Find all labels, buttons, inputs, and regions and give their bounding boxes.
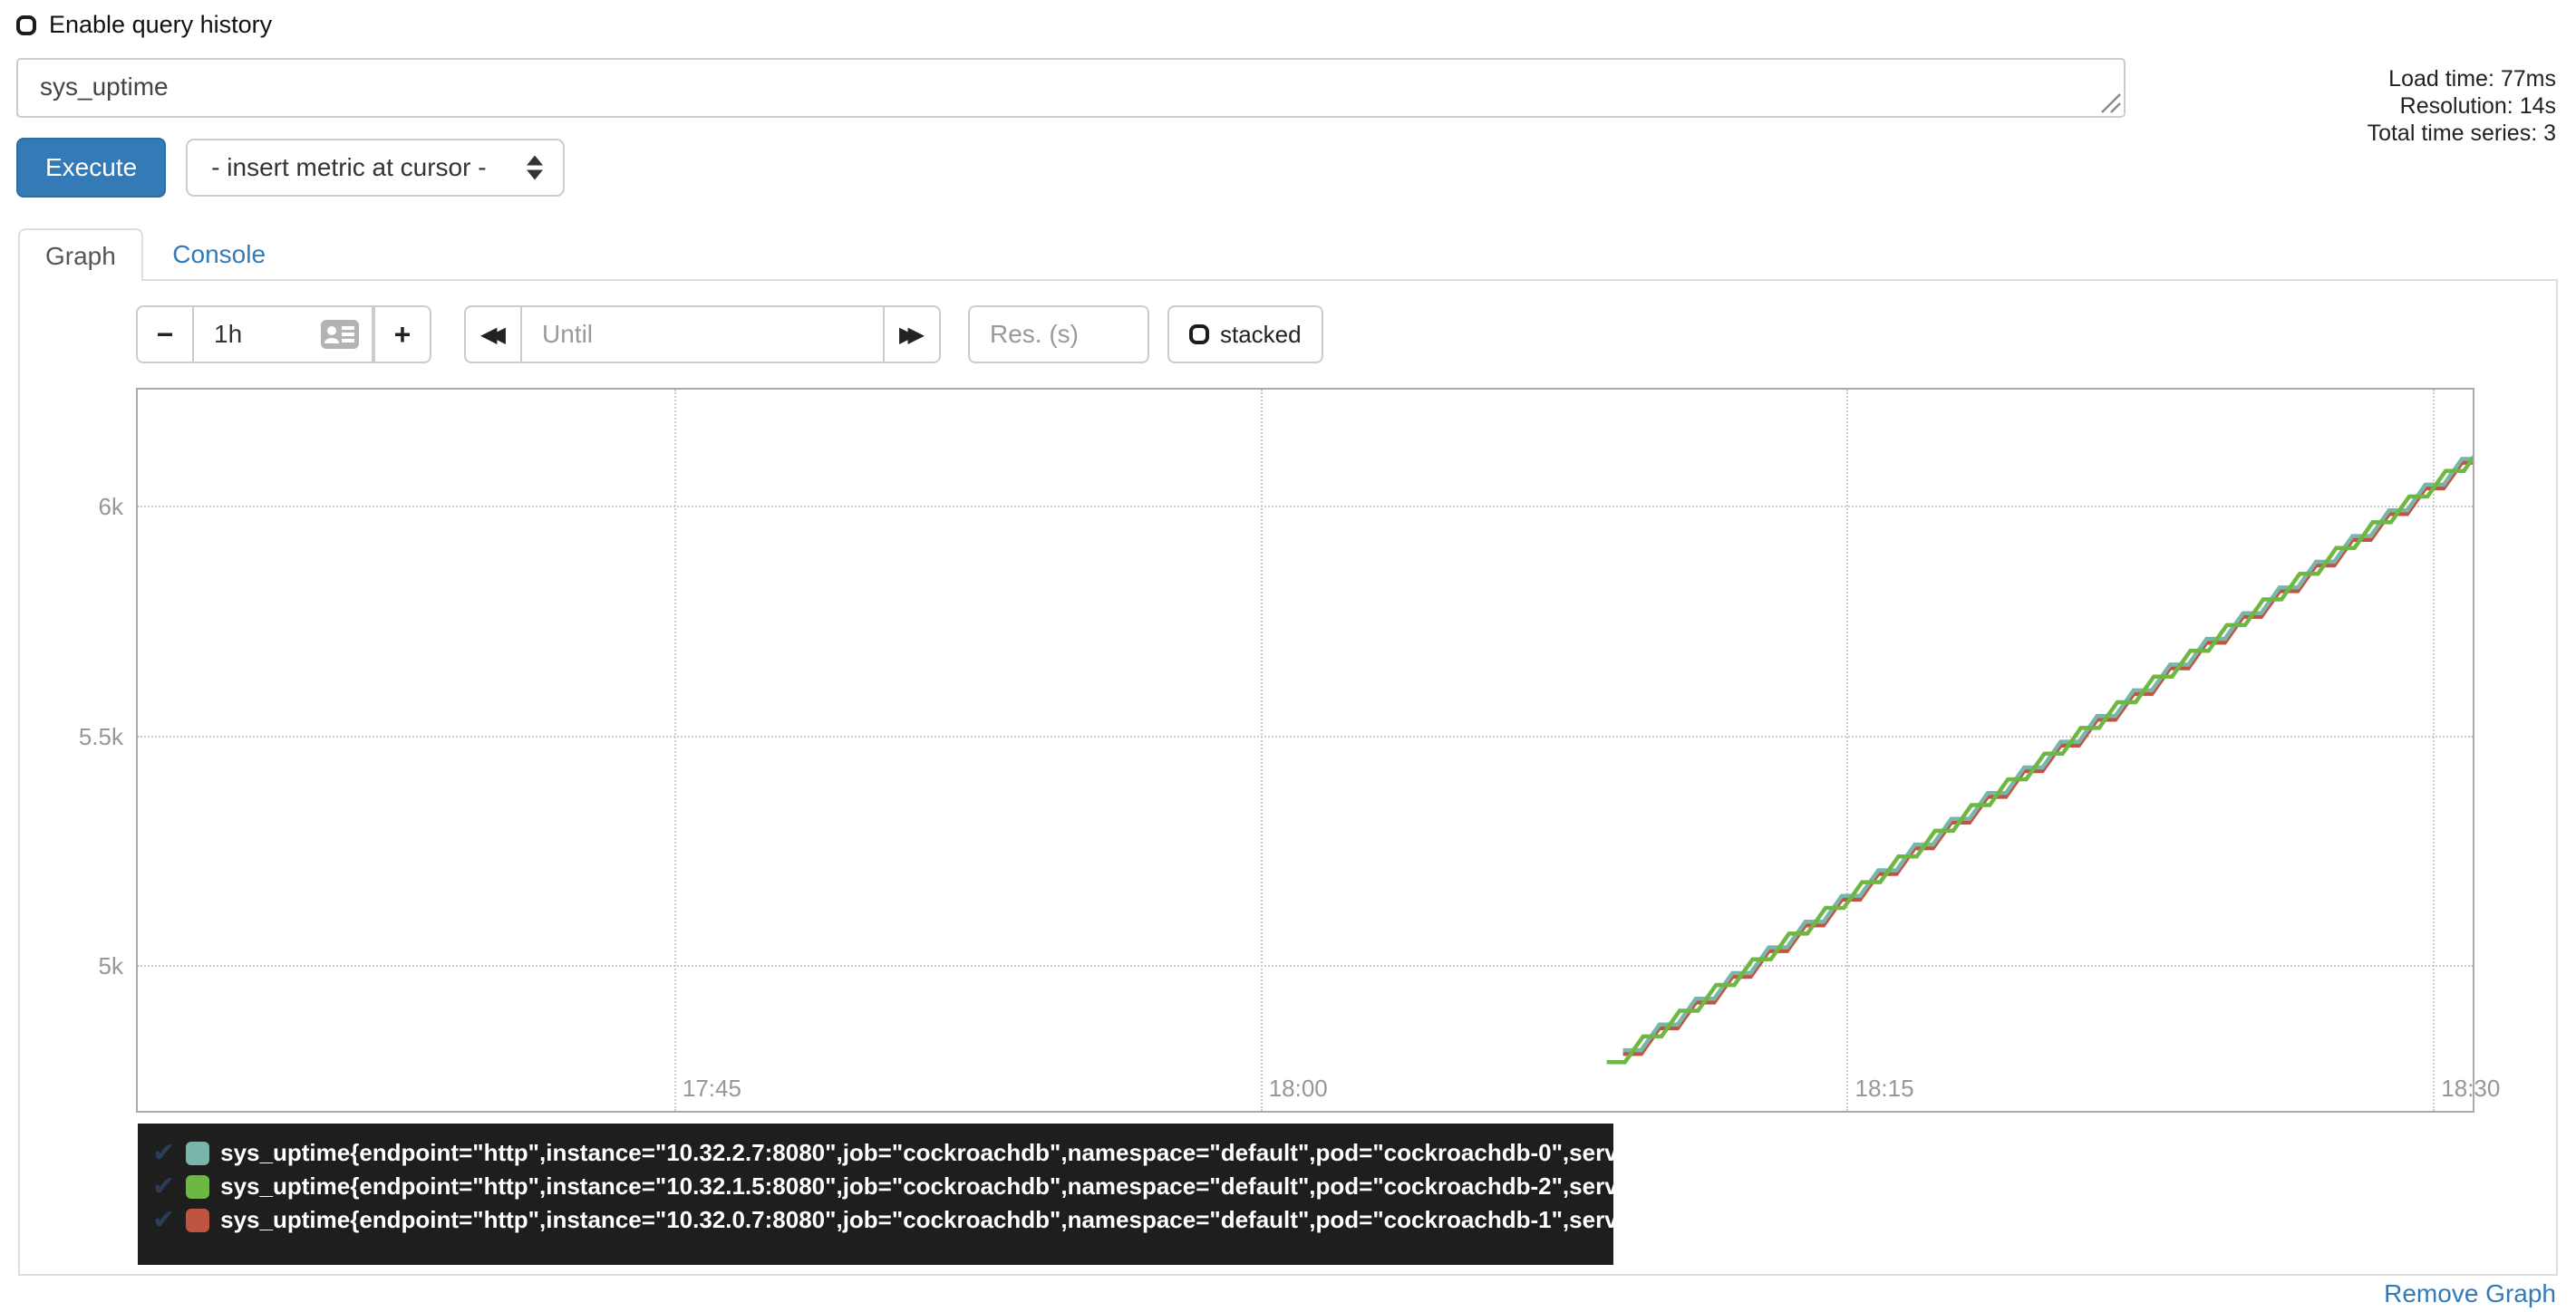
- legend-row[interactable]: ✔ sys_uptime{endpoint="http",instance="10…: [152, 1136, 1843, 1170]
- graph-panel: − + ◀◀ ▶▶: [18, 281, 2558, 1276]
- resize-grip-icon[interactable]: [2098, 91, 2122, 114]
- legend-check-icon[interactable]: ✔: [152, 1204, 176, 1235]
- series-line: [1622, 457, 2473, 1053]
- y-tick-label: 5.5k: [78, 722, 123, 750]
- x-gridline: [2433, 390, 2436, 1111]
- query-history-label: Enable query history: [49, 11, 273, 38]
- plot-clip: [138, 390, 2473, 1111]
- legend-series-label: sys_uptime{endpoint="http",instance="10.…: [220, 1139, 1843, 1166]
- series-line: [1622, 460, 2473, 1056]
- remove-graph-link[interactable]: Remove Graph: [2384, 1279, 2556, 1307]
- legend-check-icon[interactable]: ✔: [152, 1171, 176, 1201]
- tab-console[interactable]: Console: [172, 240, 266, 268]
- query-expression-wrap: sys_uptime: [16, 58, 2126, 118]
- x-gridline: [673, 390, 676, 1111]
- x-tick-label: 18:00: [1268, 1075, 1328, 1102]
- x-tick-label: 18:30: [2441, 1075, 2501, 1102]
- legend-series-label: sys_uptime{endpoint="http",instance="10.…: [220, 1172, 1843, 1200]
- time-forward-button[interactable]: ▶▶: [883, 305, 941, 363]
- legend-swatch: [186, 1174, 210, 1199]
- x-tick-label: 18:15: [1855, 1075, 1914, 1102]
- resolution: Resolution: 14s: [2399, 93, 2556, 119]
- tab-graph[interactable]: Graph: [18, 228, 143, 285]
- select-arrows-icon: [527, 155, 544, 180]
- y-tick-label: 5k: [98, 951, 123, 979]
- legend-row[interactable]: ✔ sys_uptime{endpoint="http",instance="10…: [152, 1170, 1843, 1203]
- x-gridline: [1846, 390, 1849, 1111]
- execute-button[interactable]: Execute: [16, 138, 167, 198]
- range-decrease-button[interactable]: −: [136, 305, 194, 363]
- total-time-series: Total time series: 3: [2367, 121, 2556, 146]
- resolution-input[interactable]: [968, 305, 1149, 363]
- x-gridline: [1260, 390, 1263, 1111]
- stacked-toggle[interactable]: stacked: [1167, 305, 1323, 363]
- graph-plot-area[interactable]: 17:45 18:00 18:15 18:30 5k 5.5k 6k: [79, 388, 2500, 1113]
- time-back-button[interactable]: ◀◀: [464, 305, 522, 363]
- series-lines: [1606, 455, 2473, 1065]
- contact-card-icon: [321, 320, 359, 349]
- legend-row[interactable]: ✔ sys_uptime{endpoint="http",instance="10…: [152, 1203, 1843, 1237]
- insert-metric-label: - insert metric at cursor -: [211, 153, 487, 181]
- load-time: Load time: 77ms: [2388, 66, 2556, 92]
- legend-swatch: [186, 1141, 210, 1165]
- query-expression-input[interactable]: sys_uptime: [16, 58, 2126, 118]
- y-gridline: [138, 735, 2473, 738]
- insert-metric-select[interactable]: - insert metric at cursor -: [186, 139, 566, 197]
- legend-check-icon[interactable]: ✔: [152, 1137, 176, 1168]
- legend-series-label: sys_uptime{endpoint="http",instance="10.…: [220, 1206, 1843, 1233]
- enable-query-history[interactable]: Enable query history: [16, 11, 272, 39]
- y-tick-label: 6k: [98, 493, 123, 521]
- legend-swatch: [186, 1208, 210, 1232]
- y-gridline: [138, 964, 2473, 967]
- time-control-group: ◀◀ ▶▶: [464, 305, 941, 363]
- graph-controls: − + ◀◀ ▶▶: [136, 305, 1323, 363]
- graph-legend: ✔ sys_uptime{endpoint="http",instance="10…: [138, 1124, 1843, 1265]
- stacked-checkbox[interactable]: [1189, 324, 1209, 344]
- series-line: [1606, 455, 2473, 1065]
- y-gridline: [138, 506, 2473, 508]
- stacked-label: stacked: [1220, 320, 1302, 348]
- until-input[interactable]: [520, 305, 885, 363]
- execute-row: Execute - insert metric at cursor -: [16, 138, 566, 198]
- query-stats: Load time: 77ms Resolution: 14s Total ti…: [2368, 65, 2556, 147]
- x-tick-label: 17:45: [682, 1075, 741, 1102]
- query-history-checkbox[interactable]: [16, 14, 36, 35]
- tab-bar: Graph Console: [18, 227, 2558, 285]
- range-control-group: − +: [136, 305, 431, 363]
- range-increase-button[interactable]: +: [373, 305, 431, 363]
